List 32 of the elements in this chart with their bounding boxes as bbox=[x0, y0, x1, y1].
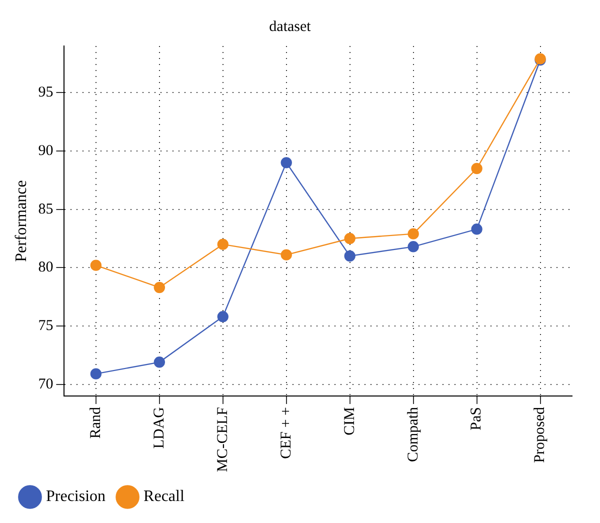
point bbox=[408, 241, 419, 252]
x-tick-label: PaS bbox=[468, 406, 485, 430]
point bbox=[471, 162, 482, 174]
y-tick-label: 80 bbox=[38, 260, 54, 276]
point bbox=[217, 311, 228, 322]
x-tick-label: Proposed bbox=[532, 406, 548, 463]
point bbox=[344, 250, 356, 262]
point bbox=[154, 282, 166, 294]
point bbox=[154, 356, 166, 368]
point bbox=[408, 228, 419, 240]
legend-label: Precision bbox=[46, 488, 106, 506]
y-tick-label: 90 bbox=[38, 142, 54, 159]
point bbox=[280, 249, 292, 260]
point bbox=[90, 260, 102, 271]
x-tick-label: CIM bbox=[342, 406, 358, 436]
point bbox=[471, 224, 482, 235]
y-tick-label: 75 bbox=[38, 318, 54, 334]
x-tick-label: MC-CELF bbox=[214, 406, 231, 472]
point bbox=[90, 368, 102, 380]
y-tick-label: 70 bbox=[38, 376, 54, 392]
x-tick-label: Compath bbox=[405, 406, 422, 462]
y-tick-label: 95 bbox=[38, 84, 54, 101]
x-tick-label: LDAG bbox=[151, 406, 168, 449]
point bbox=[217, 238, 228, 250]
point bbox=[280, 157, 292, 168]
y-tick-label: 85 bbox=[38, 201, 54, 218]
chart-title: dataset bbox=[269, 18, 312, 35]
y-axis-title: Performance bbox=[12, 180, 30, 262]
legend-label: Recall bbox=[144, 488, 185, 506]
x-tick-label: CEF + + bbox=[278, 406, 294, 459]
x-tick-label: Rand bbox=[88, 406, 104, 439]
point bbox=[344, 232, 356, 244]
